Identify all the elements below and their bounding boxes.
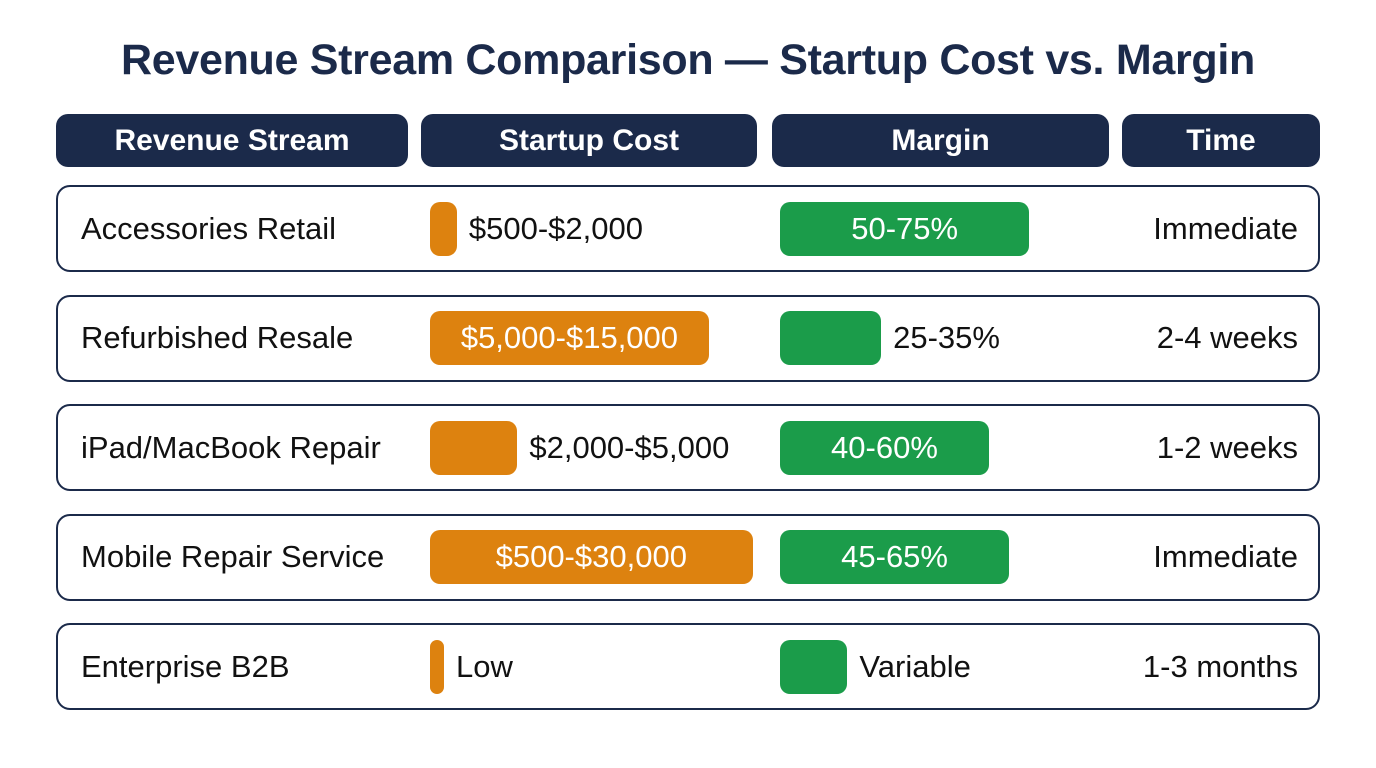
- margin-value: 50-75%: [851, 210, 959, 246]
- chart-title: Revenue Stream Comparison — Startup Cost…: [120, 36, 1255, 84]
- startup-cost-value: $500-$2,000: [468, 210, 643, 246]
- time-value: 1-2 weeks: [1156, 429, 1298, 465]
- revenue-stream-label: Refurbished Resale: [81, 320, 354, 355]
- margin-bar: [780, 311, 882, 365]
- revenue-stream-label: Enterprise B2B: [81, 648, 290, 684]
- startup-cost-value: $5,000-$15,000: [460, 320, 679, 355]
- startup-cost-value: $500-$30,000: [495, 539, 687, 574]
- time-value: Immediate: [1153, 210, 1298, 246]
- margin-bar: [780, 201, 1030, 256]
- startup-cost-bar: [430, 201, 457, 256]
- startup-cost-bar: [430, 639, 444, 694]
- table-row: Enterprise B2B Low Variable 1-3 months: [56, 623, 1320, 710]
- header-margin: Margin: [772, 114, 1109, 167]
- revenue-stream-label: iPad/MacBook Repair: [81, 429, 381, 465]
- revenue-stream-label: Mobile Repair Service: [81, 539, 385, 574]
- header-revenue-stream: Revenue Stream: [56, 114, 408, 167]
- startup-cost-value: $2,000-$5,000: [529, 429, 730, 465]
- startup-cost-bar: [430, 420, 518, 475]
- table-row: Refurbished Resale $5,000-$15,000 25-35% 2-…: [56, 294, 1320, 382]
- header-time: Time: [1122, 114, 1320, 167]
- margin-bar: [780, 530, 1010, 584]
- startup-cost-bar: [430, 530, 753, 584]
- startup-cost-value: Low: [456, 648, 513, 684]
- margin-value: 25-35%: [893, 320, 1000, 355]
- header-startup-cost: Startup Cost: [421, 114, 757, 167]
- time-value: 1-3 months: [1142, 648, 1298, 684]
- table-row: Mobile Repair Service $500-$30,000 45-65% I…: [56, 513, 1320, 601]
- revenue-stream-label: Accessories Retail: [81, 210, 336, 246]
- time-value: 2-4 weeks: [1156, 320, 1298, 355]
- margin-bar: [780, 420, 989, 475]
- margin-value: Variable: [859, 648, 971, 684]
- margin-value: 40-60%: [831, 429, 938, 465]
- margin-bar: [780, 639, 848, 694]
- margin-value: 45-65%: [841, 539, 948, 574]
- time-value: Immediate: [1153, 539, 1298, 574]
- table-row: Accessories Retail $500-$2,000 50-75% Immed…: [56, 185, 1320, 272]
- startup-cost-bar: [430, 311, 709, 365]
- table-row: iPad/MacBook Repair $2,000-$5,000 40-60% 1-…: [56, 404, 1320, 491]
